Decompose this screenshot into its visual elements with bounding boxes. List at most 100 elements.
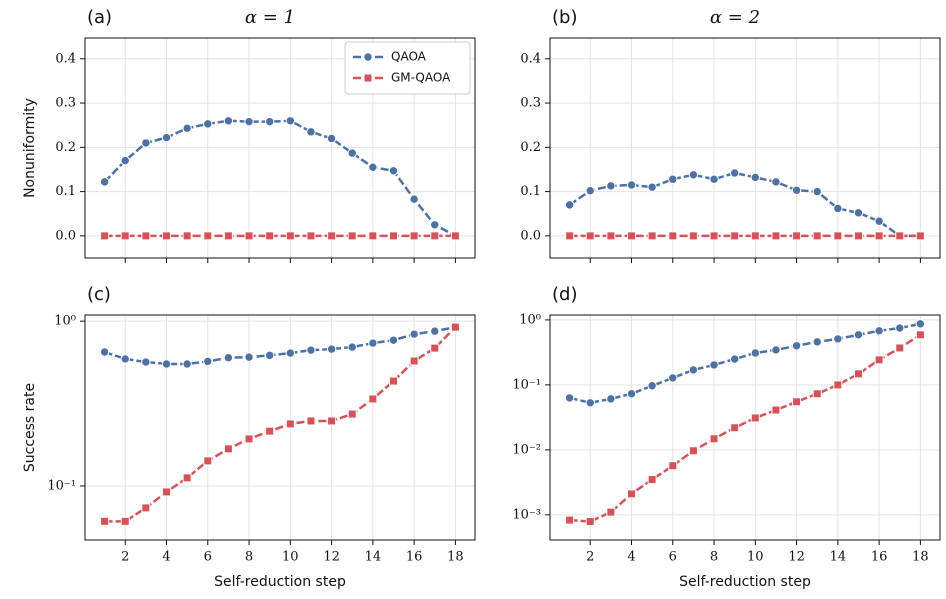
marker: [347, 342, 357, 352]
marker: [203, 231, 213, 241]
marker: [141, 138, 151, 148]
x-tick-label: 8: [245, 550, 253, 565]
axes-frame: [84, 37, 476, 259]
chart-title: α = 2: [710, 7, 760, 28]
marker: [244, 116, 254, 127]
marker: [626, 180, 637, 190]
y-tick-label: 0.2: [520, 140, 541, 155]
axes-frame: [84, 314, 476, 541]
marker: [306, 416, 316, 426]
marker: [668, 231, 678, 241]
marker: [141, 231, 151, 241]
marker: [771, 231, 781, 241]
marker: [750, 231, 760, 241]
x-axis-label: Self-reduction step: [679, 574, 811, 590]
marker: [730, 231, 740, 241]
marker: [874, 216, 884, 226]
panel-label: (b): [552, 7, 577, 28]
marker: [750, 172, 761, 183]
marker: [182, 473, 192, 483]
marker: [688, 446, 698, 456]
x-tick-label: 10: [282, 550, 299, 565]
marker: [182, 359, 192, 369]
marker: [450, 231, 460, 241]
marker: [606, 231, 616, 241]
x-tick-label: 6: [204, 550, 212, 565]
y-tick-label: 0.1: [520, 184, 541, 199]
panel-label: (d): [552, 284, 577, 305]
marker: [895, 343, 905, 353]
marker: [326, 344, 337, 354]
marker: [430, 231, 440, 241]
panel-label: (a): [87, 7, 112, 28]
marker: [141, 503, 151, 513]
marker: [729, 354, 740, 364]
marker: [606, 394, 616, 404]
marker: [585, 186, 595, 196]
y-tick-label: 10⁻²: [512, 442, 541, 457]
y-tick-label: 10⁻³: [512, 507, 541, 522]
marker: [668, 174, 678, 184]
marker: [709, 434, 719, 444]
marker: [306, 127, 316, 137]
marker: [750, 348, 761, 358]
y-tick-label: 10⁻¹: [47, 478, 76, 493]
marker: [285, 419, 295, 429]
marker: [368, 231, 378, 241]
axes-frame: [549, 314, 941, 541]
marker: [162, 231, 172, 241]
x-tick-label: 10: [747, 550, 764, 565]
marker: [688, 365, 699, 375]
marker: [368, 394, 378, 404]
x-tick-label: 14: [365, 550, 382, 565]
marker: [161, 359, 172, 369]
marker: [606, 507, 616, 517]
x-axis-label: Self-reduction step: [214, 574, 346, 590]
marker: [430, 220, 440, 230]
marker: [792, 231, 802, 241]
marker: [285, 348, 296, 358]
marker: [285, 231, 295, 241]
marker: [203, 456, 213, 466]
marker: [812, 231, 822, 241]
marker: [564, 393, 575, 403]
marker: [264, 116, 275, 127]
axes-frame: [549, 37, 941, 259]
x-tick-label: 16: [406, 550, 423, 565]
marker: [585, 516, 595, 526]
marker: [100, 231, 110, 241]
marker: [750, 413, 760, 423]
marker: [306, 345, 316, 355]
legend-box: [344, 41, 471, 95]
marker: [182, 231, 192, 241]
legend-marker: [363, 52, 373, 62]
marker: [203, 356, 213, 367]
marker: [688, 170, 699, 180]
marker: [853, 231, 863, 241]
y-axis-label: Success rate: [22, 383, 38, 472]
marker: [327, 416, 337, 426]
marker: [141, 357, 151, 367]
marker: [203, 119, 213, 129]
marker: [709, 231, 719, 241]
x-tick-label: 4: [162, 550, 170, 565]
marker: [833, 380, 843, 390]
marker: [326, 133, 337, 144]
marker: [430, 326, 440, 336]
series-line: [103, 119, 456, 237]
marker: [265, 426, 275, 436]
marker: [833, 203, 843, 214]
marker: [409, 231, 419, 241]
marker: [729, 168, 740, 178]
x-tick-label: 6: [669, 550, 677, 565]
marker: [120, 155, 130, 166]
marker: [688, 231, 698, 241]
plot-background: [550, 315, 940, 540]
y-axis-label: Nonuniformity: [22, 98, 38, 198]
y-tick-label: 0.4: [520, 51, 541, 66]
y-tick-label: 0.0: [520, 228, 541, 243]
marker: [388, 335, 399, 345]
marker: [388, 376, 398, 386]
marker: [161, 132, 172, 143]
